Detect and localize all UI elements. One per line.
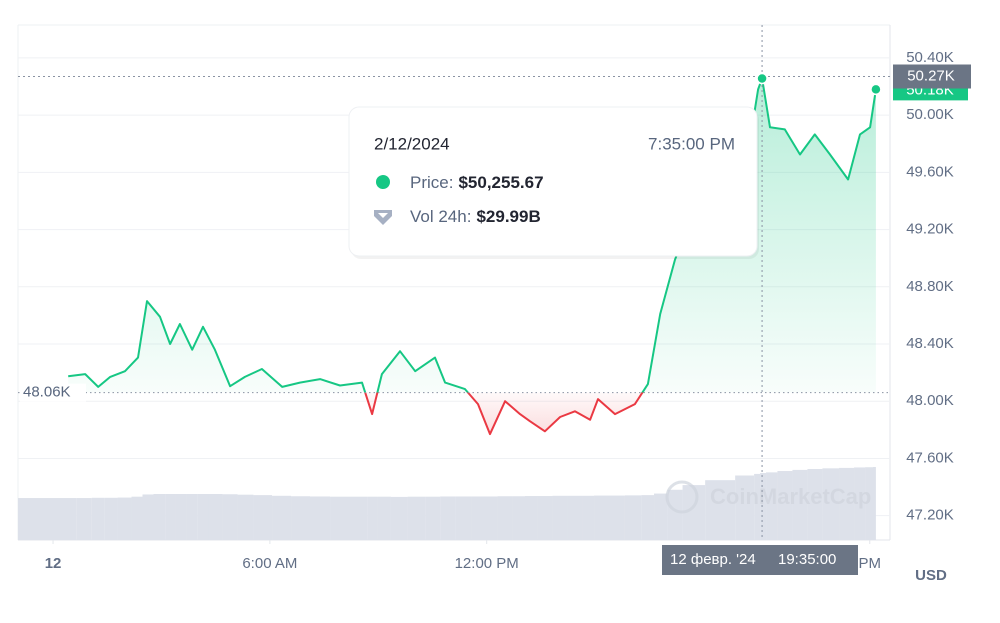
volume-bar <box>682 485 706 540</box>
crosshair-y-label: 50.27K <box>907 67 955 84</box>
volume-bar <box>153 494 166 540</box>
volume-bar <box>291 496 310 540</box>
volume-bar <box>512 496 526 540</box>
volume-bar <box>606 495 625 540</box>
tooltip-time: 7:35:00 PM <box>648 134 735 153</box>
volume-bar <box>175 494 187 540</box>
volume-bar <box>455 496 472 540</box>
volume-bar <box>142 494 154 540</box>
volume-bar <box>497 496 513 540</box>
volume-bar <box>407 496 426 540</box>
tooltip-date: 2/12/2024 <box>374 134 450 153</box>
volume-bar <box>390 496 408 540</box>
volume-bar <box>667 489 683 540</box>
volume-bar <box>582 495 595 540</box>
volume-bar <box>131 496 143 540</box>
volume-bar <box>865 467 874 540</box>
volume-bar <box>854 467 866 540</box>
currency-label: USD <box>915 567 947 584</box>
volume-bar <box>272 495 292 540</box>
volume-bar <box>777 471 793 540</box>
tooltip-volume-value: $29.99B <box>476 207 540 226</box>
volume-bar <box>766 472 778 540</box>
tooltip-price-dot <box>376 175 390 189</box>
y-tick-label: 48.00K <box>906 392 954 409</box>
volume-bar <box>735 475 755 540</box>
volume-bar <box>594 495 607 540</box>
crosshair-x-date: 12 февр. '24 <box>670 551 756 568</box>
volume-bar <box>309 496 331 540</box>
volume-bar <box>208 494 223 540</box>
volume-bar <box>165 494 176 540</box>
volume-bar <box>104 497 118 540</box>
volume-bar <box>567 495 583 540</box>
volume-bar <box>330 496 352 540</box>
price-area <box>68 78 876 435</box>
tooltip-price-value: $50,255.67 <box>458 173 543 192</box>
tooltip-volume-icon-inner <box>378 213 388 218</box>
volume-bar <box>237 494 254 540</box>
tooltip-price: Price: $50,255.67 <box>410 173 544 192</box>
tooltip-price-label: Price: <box>410 173 453 192</box>
volume-bar <box>654 493 668 540</box>
baseline-label-bg <box>20 383 86 402</box>
y-tick-label: 48.80K <box>906 278 954 295</box>
volume-bar <box>76 498 92 540</box>
crosshair-x-time: 19:35:00 <box>778 551 836 568</box>
volume-bar <box>807 469 823 540</box>
volume-bar <box>792 469 808 540</box>
volume-bar <box>186 494 198 540</box>
watermark: CoinMarketCap <box>710 484 871 509</box>
x-tick-label: PM <box>859 555 882 572</box>
volume-bar <box>822 468 840 540</box>
crosshair-point <box>756 72 768 85</box>
y-tick-label: 49.20K <box>906 221 954 238</box>
volume-bar <box>117 497 132 540</box>
watermark-logo <box>665 480 699 514</box>
volume-bar <box>471 496 484 540</box>
volume-bar <box>440 496 456 540</box>
tooltip <box>348 106 758 257</box>
volume-bar <box>754 473 761 540</box>
crosshair-y-box <box>893 64 971 89</box>
volume-bar <box>367 496 378 540</box>
y-tick-label: 47.20K <box>906 507 954 524</box>
volume-bar <box>483 496 498 540</box>
x-tick-label: 12 <box>45 555 62 572</box>
y-tick-label: 50.00K <box>906 106 954 123</box>
volume-bar <box>253 495 273 540</box>
y-tick-label: 50.40K <box>906 49 954 66</box>
volume-bar <box>552 495 568 540</box>
y-tick-label: 49.60K <box>906 163 954 180</box>
volume-bar <box>351 496 368 540</box>
x-tick-label: 12:00 PM <box>455 555 519 572</box>
volume-bar <box>537 496 553 540</box>
volume-bar <box>624 495 642 540</box>
y-tick-label: 47.60K <box>906 449 954 466</box>
volume-bar <box>760 473 767 540</box>
volume-bar <box>525 496 538 540</box>
crosshair-x-box <box>662 545 858 575</box>
tooltip-volume-label: Vol 24h: <box>410 207 471 226</box>
volume-bar <box>222 494 238 540</box>
tooltip-volume: Vol 24h: $29.99B <box>410 207 541 226</box>
volume-bar <box>705 480 736 540</box>
y-tick-label: 48.40K <box>906 335 954 352</box>
volume-bar <box>18 498 77 540</box>
volume-bar <box>641 495 655 540</box>
volume-bar <box>91 497 105 540</box>
baseline-label: 48.06K <box>23 384 71 401</box>
volume-bar <box>197 494 209 540</box>
volume-bar <box>425 496 441 540</box>
volume-bar <box>839 467 855 540</box>
last-point <box>870 83 882 96</box>
volume-bar <box>377 496 391 540</box>
x-tick-label: 6:00 AM <box>242 555 297 572</box>
volume-bar <box>873 467 876 540</box>
